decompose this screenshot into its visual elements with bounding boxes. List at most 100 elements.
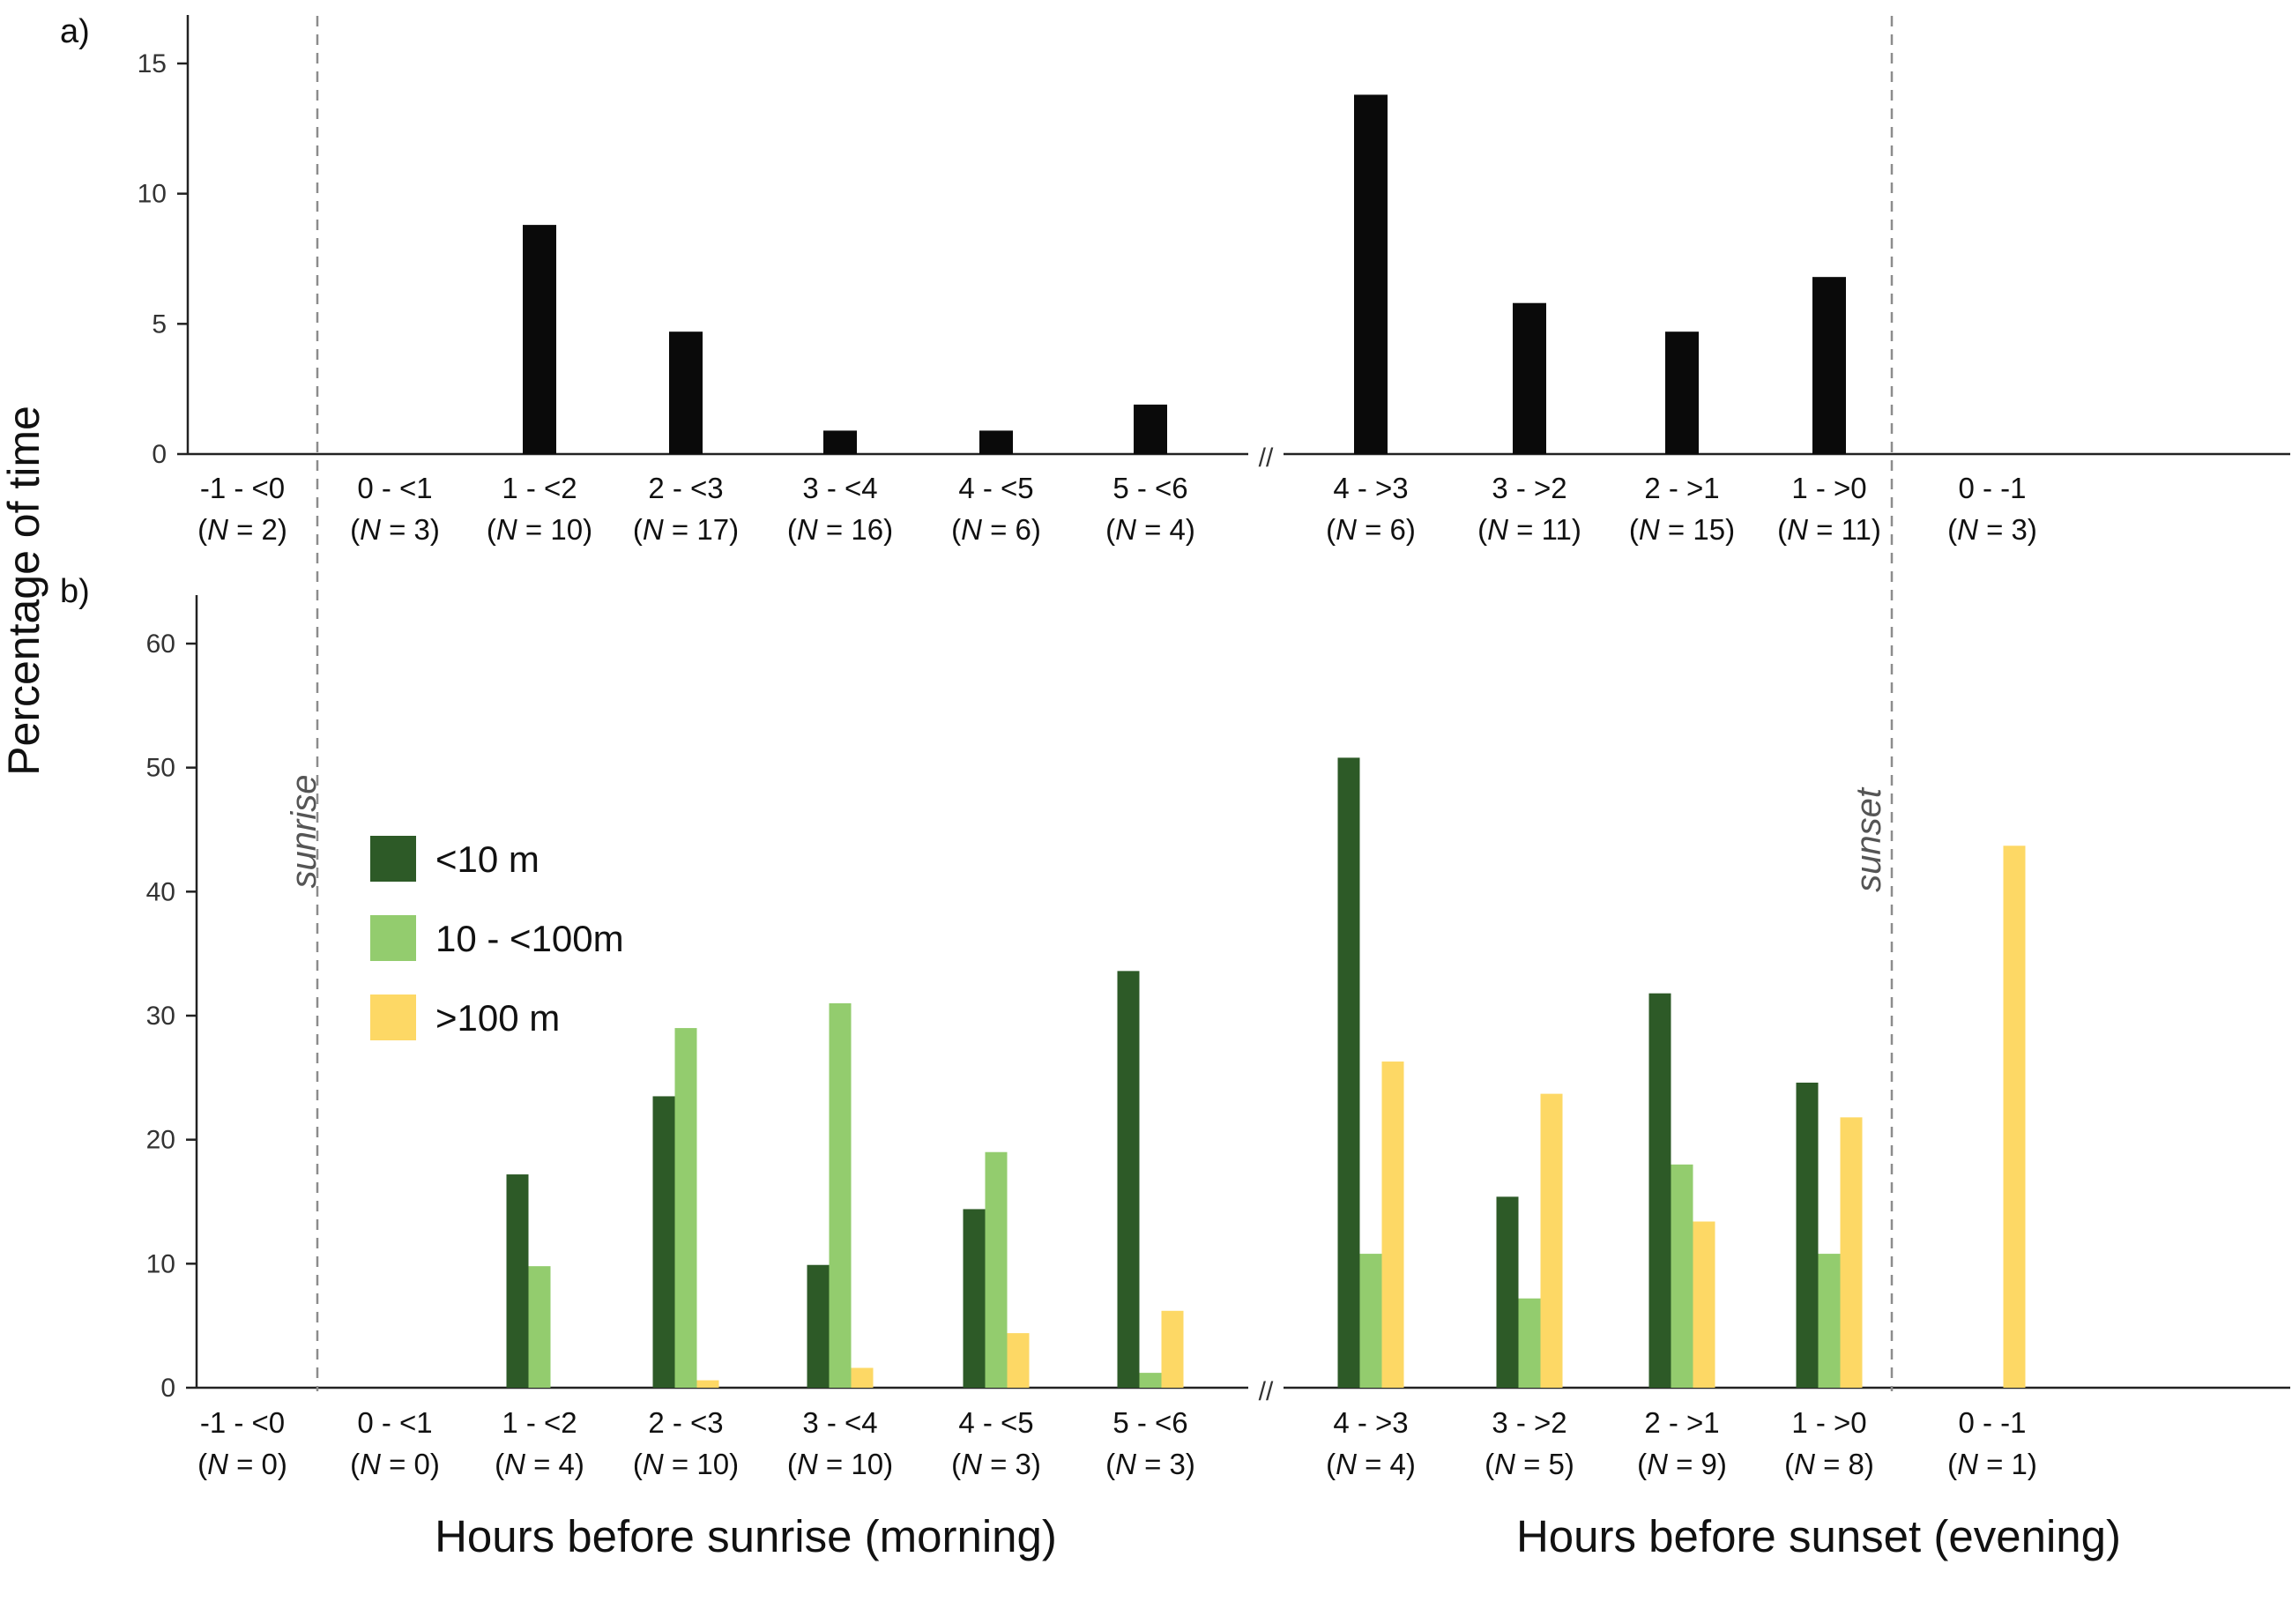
y-tick-label: 40 bbox=[146, 877, 175, 906]
legend-swatch bbox=[370, 915, 416, 961]
n-label: (N = 8) bbox=[1784, 1448, 1874, 1480]
bar bbox=[1513, 302, 1546, 454]
n-label: (N = 4) bbox=[1105, 513, 1195, 546]
category-label: 2 - <3 bbox=[648, 1406, 723, 1439]
bar bbox=[823, 430, 857, 454]
bar bbox=[523, 225, 556, 454]
n-label: (N = 4) bbox=[1326, 1448, 1416, 1480]
legend-swatch bbox=[370, 836, 416, 882]
n-label: (N = 15) bbox=[1629, 513, 1735, 546]
category-label: 0 - <1 bbox=[357, 1406, 432, 1439]
category-label: 1 - >0 bbox=[1791, 472, 1866, 504]
bar bbox=[1648, 993, 1671, 1388]
n-label: (N = 3) bbox=[1105, 1448, 1195, 1480]
bar bbox=[696, 1380, 719, 1388]
bar bbox=[851, 1367, 874, 1388]
bar bbox=[1496, 1196, 1519, 1388]
category-label: 3 - <4 bbox=[802, 472, 877, 504]
category-label: 4 - <5 bbox=[958, 472, 1033, 504]
bar bbox=[1117, 971, 1140, 1388]
category-label: -1 - <0 bbox=[200, 1406, 285, 1439]
n-label: (N = 0) bbox=[350, 1448, 440, 1480]
bar bbox=[652, 1096, 675, 1388]
bar bbox=[528, 1266, 551, 1388]
bar bbox=[1007, 1333, 1030, 1388]
sunset-marker-label: sunset bbox=[1849, 786, 1888, 892]
category-label: 4 - >3 bbox=[1333, 1406, 1408, 1439]
y-tick-label: 10 bbox=[146, 1249, 175, 1278]
bar bbox=[506, 1174, 529, 1388]
bar bbox=[1134, 404, 1167, 454]
bar bbox=[1381, 1062, 1404, 1388]
axis-break-mark: // bbox=[1259, 1377, 1274, 1406]
bar bbox=[1840, 1117, 1863, 1388]
y-tick-label: 10 bbox=[138, 180, 167, 209]
panel-label-b: b) bbox=[60, 573, 90, 610]
category-label: 2 - >1 bbox=[1644, 472, 1719, 504]
category-label: 3 - >2 bbox=[1492, 472, 1566, 504]
y-tick-label: 15 bbox=[138, 49, 167, 78]
n-label: (N = 6) bbox=[951, 513, 1041, 546]
y-tick-label: 5 bbox=[152, 309, 167, 339]
category-label: 4 - <5 bbox=[958, 1406, 1033, 1439]
bar bbox=[1337, 757, 1360, 1388]
bar bbox=[807, 1264, 830, 1388]
legend: <10 m 10 - <100m >100 m bbox=[370, 836, 624, 1040]
bar bbox=[1518, 1298, 1541, 1388]
n-label: (N = 2) bbox=[197, 513, 287, 546]
legend-label: 10 - <100m bbox=[435, 918, 624, 959]
bar bbox=[1359, 1254, 1382, 1388]
legend-label: <10 m bbox=[435, 838, 540, 880]
bar bbox=[963, 1209, 986, 1388]
y-tick-label: 0 bbox=[152, 440, 167, 469]
n-label: (N = 11) bbox=[1777, 513, 1881, 546]
category-label: 1 - <2 bbox=[502, 1406, 577, 1439]
legend-swatch bbox=[370, 995, 416, 1040]
category-label: -1 - <0 bbox=[200, 472, 285, 504]
bar bbox=[829, 1002, 852, 1388]
n-label: (N = 5) bbox=[1485, 1448, 1574, 1480]
n-label: (N = 16) bbox=[787, 513, 893, 546]
n-label: (N = 10) bbox=[787, 1448, 893, 1480]
category-label: 2 - >1 bbox=[1644, 1406, 1719, 1439]
n-label: (N = 3) bbox=[1947, 513, 2037, 546]
n-label: (N = 17) bbox=[633, 513, 739, 546]
bar bbox=[1354, 94, 1388, 454]
panel-a: a) 0 5 10 15 // -1 - <0 (N = 2) 0 - <1 (N = 3) 1 -… bbox=[60, 13, 2290, 546]
category-label: 0 - -1 bbox=[1958, 472, 2026, 504]
n-label: (N = 0) bbox=[197, 1448, 287, 1480]
category-label: 1 - <2 bbox=[502, 472, 577, 504]
panel-label-a: a) bbox=[60, 13, 90, 50]
n-label: (N = 11) bbox=[1477, 513, 1581, 546]
y-tick-label: 60 bbox=[146, 629, 175, 659]
bar bbox=[1671, 1164, 1693, 1388]
category-label: 5 - <6 bbox=[1113, 1406, 1187, 1439]
n-label: (N = 4) bbox=[495, 1448, 584, 1480]
bar bbox=[1812, 277, 1846, 454]
bar bbox=[1139, 1373, 1162, 1388]
category-label: 3 - <4 bbox=[802, 1406, 877, 1439]
bar bbox=[2003, 846, 2026, 1388]
category-label: 0 - -1 bbox=[1958, 1406, 2026, 1439]
bar bbox=[1818, 1254, 1841, 1388]
axis-break-mark: // bbox=[1259, 443, 1274, 473]
category-label: 3 - >2 bbox=[1492, 1406, 1566, 1439]
category-label: 5 - <6 bbox=[1113, 472, 1187, 504]
n-label: (N = 3) bbox=[350, 513, 440, 546]
panel-b: b) 0 10 20 30 40 50 60 // -1 - <0 (N = 0) 0 - <1 (N … bbox=[60, 573, 2290, 1480]
category-label: 2 - <3 bbox=[648, 472, 723, 504]
legend-label: >100 m bbox=[435, 997, 560, 1039]
y-tick-label: 50 bbox=[146, 754, 175, 783]
bar bbox=[979, 430, 1013, 454]
bar bbox=[1796, 1082, 1819, 1388]
bar bbox=[985, 1151, 1008, 1388]
bar bbox=[1693, 1221, 1715, 1388]
category-label: 1 - >0 bbox=[1791, 1406, 1866, 1439]
category-label: 4 - >3 bbox=[1333, 472, 1408, 504]
bar bbox=[1161, 1310, 1184, 1388]
n-label: (N = 6) bbox=[1326, 513, 1416, 546]
y-axis-label: Percentage of time bbox=[0, 406, 48, 776]
bar bbox=[1540, 1093, 1563, 1388]
bar bbox=[1665, 332, 1699, 454]
